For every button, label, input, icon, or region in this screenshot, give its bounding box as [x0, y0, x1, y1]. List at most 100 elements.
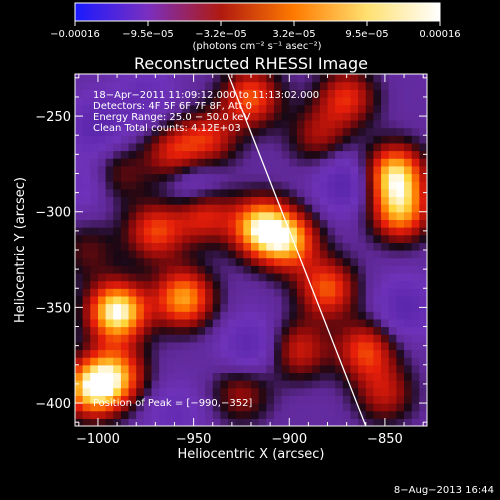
heatmap-cell — [289, 326, 298, 335]
heatmap-cell — [243, 387, 252, 396]
heatmap-cell — [312, 127, 321, 136]
heatmap-cell — [205, 219, 214, 228]
heatmap-cell — [151, 341, 160, 351]
heatmap-cell — [365, 250, 375, 259]
heatmap-cell — [82, 295, 91, 305]
heatmap-cell — [189, 181, 199, 190]
heatmap-cell — [388, 288, 397, 297]
heatmap-cell — [381, 250, 390, 259]
heatmap-cell — [251, 135, 260, 144]
heatmap-cell — [327, 311, 336, 320]
heatmap-cell — [396, 334, 405, 343]
heatmap-cell — [273, 288, 283, 297]
heatmap-cell — [404, 127, 413, 136]
heatmap-cell — [151, 372, 160, 381]
heatmap-cell — [189, 135, 199, 144]
heatmap-cell — [113, 142, 122, 152]
heatmap-cell — [120, 250, 130, 259]
heatmap-cell — [304, 211, 313, 220]
heatmap-cell — [258, 173, 267, 182]
heatmap-cell — [120, 403, 130, 412]
heatmap-cell — [381, 288, 390, 297]
heatmap-cell — [220, 403, 229, 412]
heatmap-cell — [82, 181, 91, 190]
heatmap-cell — [312, 104, 321, 113]
annotation-clean-counts: Clean Total counts: 4.12E+03 — [93, 123, 241, 134]
heatmap-cell — [266, 364, 275, 374]
heatmap-cell — [312, 196, 321, 205]
heatmap-cell — [304, 318, 313, 328]
heatmap-cell — [312, 211, 321, 220]
heatmap-cell — [419, 219, 427, 228]
colorbar-unit-label: (photons cm⁻² s⁻¹ asec⁻²) — [192, 41, 321, 52]
heatmap-cell — [143, 357, 153, 366]
heatmap-cell — [396, 89, 405, 98]
heatmap-cell — [381, 257, 390, 266]
heatmap-cell — [342, 303, 352, 312]
heatmap-cell — [312, 250, 321, 259]
heatmap-cell — [304, 89, 313, 98]
heatmap-cell — [212, 89, 221, 98]
heatmap-cell — [212, 403, 221, 412]
heatmap-cell — [419, 204, 427, 213]
heatmap-cell — [350, 112, 359, 121]
heatmap-cell — [113, 334, 122, 343]
heatmap-cell — [189, 196, 199, 205]
heatmap-cell — [205, 257, 214, 266]
heatmap-cell — [182, 142, 191, 152]
heatmap-cell — [235, 272, 244, 282]
heatmap-cell — [289, 112, 298, 121]
heatmap-cell — [113, 311, 122, 320]
heatmap-cell — [212, 280, 221, 289]
heatmap-cell — [319, 204, 329, 213]
heatmap-cell — [105, 341, 114, 351]
heatmap-cell — [266, 265, 275, 274]
heatmap-cell — [220, 257, 229, 266]
heatmap-cell — [266, 334, 275, 343]
heatmap-cell — [327, 112, 336, 121]
heatmap-cell — [304, 96, 313, 106]
heatmap-cell — [235, 89, 244, 98]
heatmap-cell — [228, 219, 237, 228]
heatmap-cell — [97, 395, 107, 404]
heatmap-cell — [113, 219, 122, 228]
heatmap-cell — [312, 395, 321, 404]
heatmap-cell — [113, 227, 122, 236]
heatmap-cell — [197, 357, 206, 366]
heatmap-cell — [350, 158, 359, 167]
heatmap-cell — [419, 234, 427, 243]
heatmap-cell — [281, 104, 290, 113]
heatmap-cell — [136, 318, 145, 328]
heatmap-cell — [205, 104, 214, 113]
heatmap-cell — [373, 89, 382, 98]
heatmap-cell — [365, 211, 375, 220]
heatmap-cell — [174, 158, 183, 167]
annotation-energy-range: Energy Range: 25.0 − 50.0 keV — [93, 112, 250, 123]
heatmap-cell — [205, 341, 214, 351]
heatmap-cell — [304, 219, 313, 228]
heatmap-cell — [350, 127, 359, 136]
heatmap-cell — [388, 311, 397, 320]
heatmap-cell — [319, 410, 329, 419]
heatmap-cell — [166, 104, 176, 113]
heatmap-cell — [212, 112, 221, 121]
heatmap-cell — [258, 112, 267, 121]
heatmap-cell — [411, 181, 420, 190]
heatmap-cell — [396, 150, 405, 159]
heatmap-cell — [281, 135, 290, 144]
heatmap-cell — [373, 265, 382, 274]
heatmap-cell — [235, 135, 244, 144]
heatmap-cell — [419, 326, 427, 335]
heatmap-cell — [335, 364, 344, 374]
heatmap-cell — [289, 303, 298, 312]
heatmap-cell — [220, 280, 229, 289]
heatmap-cell — [381, 204, 390, 213]
heatmap-cell — [166, 89, 176, 98]
heatmap-cell — [182, 303, 191, 312]
heatmap-cell — [304, 204, 313, 213]
heatmap-cell — [97, 349, 107, 358]
heatmap-cell — [273, 250, 283, 259]
heatmap-cell — [189, 280, 199, 289]
heatmap-cell — [128, 318, 137, 328]
heatmap-cell — [182, 119, 191, 129]
